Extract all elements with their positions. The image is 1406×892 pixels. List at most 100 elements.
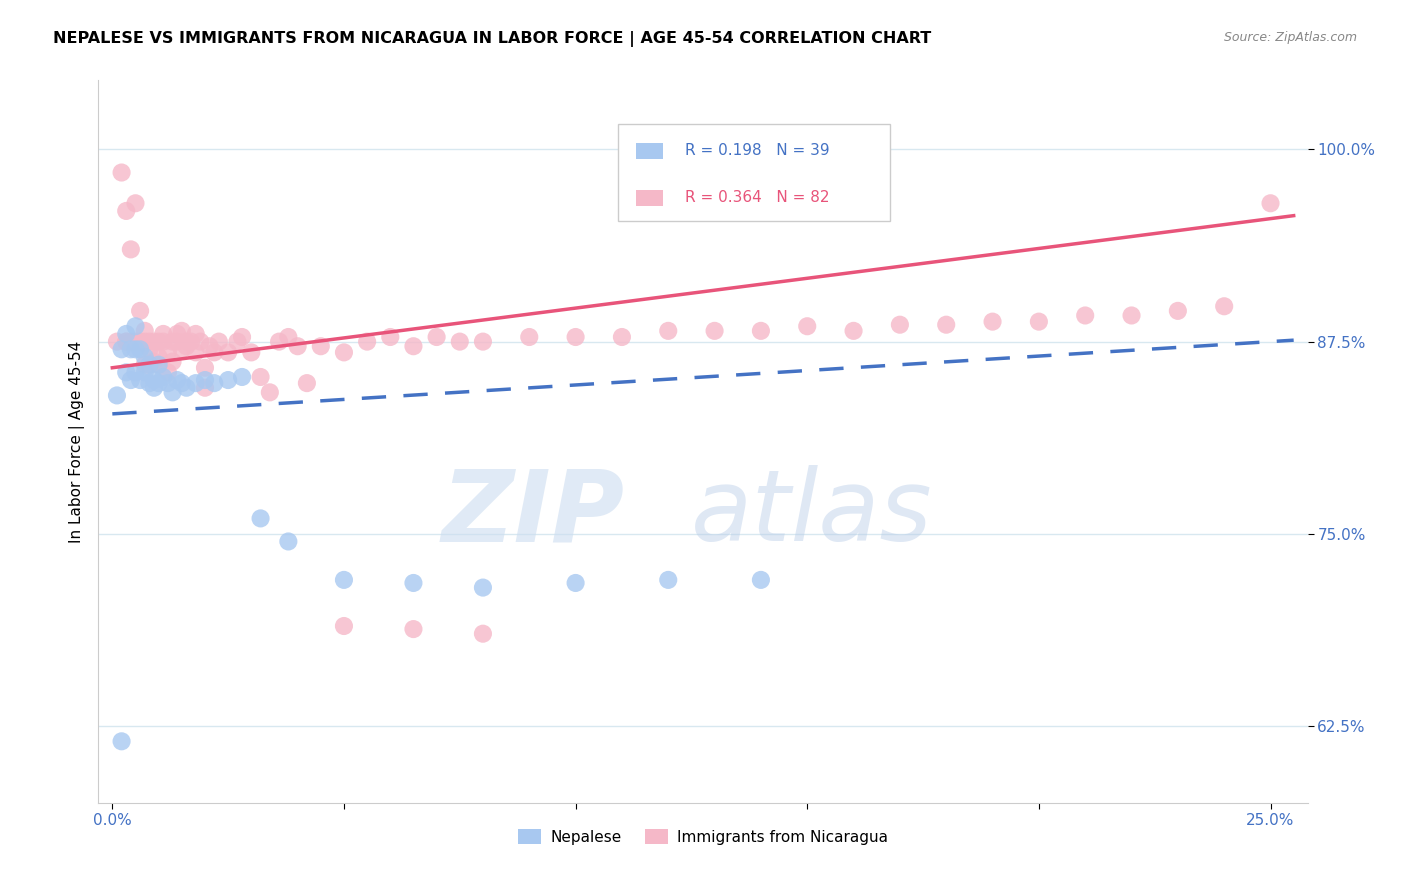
Point [208, 334, 231, 349]
Point [115, 334, 138, 349]
Point [110, 343, 132, 357]
Point [124, 365, 146, 379]
Point [152, 370, 174, 384]
Point [138, 376, 160, 391]
Point [240, 345, 263, 359]
Point [935, 318, 957, 332]
Point [115, 326, 138, 341]
Point [657, 324, 679, 338]
Point [148, 376, 170, 391]
Point [120, 373, 142, 387]
Point [170, 343, 193, 357]
Point [124, 343, 146, 357]
Point [309, 339, 332, 353]
Point [231, 330, 253, 344]
Point [134, 350, 156, 364]
Point [356, 334, 378, 349]
Point [842, 324, 865, 338]
Point [143, 373, 166, 387]
Point [703, 324, 725, 338]
Point [333, 345, 356, 359]
Point [143, 354, 166, 368]
Point [184, 345, 207, 359]
Point [176, 334, 198, 349]
FancyBboxPatch shape [637, 190, 664, 206]
Text: Source: ZipAtlas.com: Source: ZipAtlas.com [1223, 31, 1357, 45]
Point [1121, 309, 1143, 323]
Point [166, 334, 188, 349]
Point [217, 373, 239, 387]
Point [124, 334, 146, 349]
Point [129, 373, 152, 387]
Text: R = 0.198   N = 39: R = 0.198 N = 39 [685, 144, 830, 159]
Point [134, 358, 156, 372]
Text: atlas: atlas [690, 466, 932, 562]
Point [162, 385, 184, 400]
Point [162, 354, 184, 368]
Point [517, 330, 540, 344]
Point [749, 573, 772, 587]
Point [129, 334, 152, 349]
Point [1260, 196, 1282, 211]
Point [148, 350, 170, 364]
Point [134, 365, 156, 379]
Point [1213, 299, 1236, 313]
Y-axis label: In Labor Force | Age 45-54: In Labor Force | Age 45-54 [69, 341, 84, 542]
Text: R = 0.364   N = 82: R = 0.364 N = 82 [685, 190, 830, 205]
Point [162, 334, 184, 349]
Point [120, 243, 142, 257]
Point [249, 511, 271, 525]
Point [657, 573, 679, 587]
Point [277, 330, 299, 344]
Point [889, 318, 911, 332]
Point [259, 385, 281, 400]
Point [194, 381, 217, 395]
Point [333, 619, 356, 633]
Point [148, 334, 170, 349]
Point [115, 203, 138, 218]
Text: NEPALESE VS IMMIGRANTS FROM NICARAGUA IN LABOR FORCE | AGE 45-54 CORRELATION CHA: NEPALESE VS IMMIGRANTS FROM NICARAGUA IN… [53, 31, 932, 47]
Point [471, 581, 494, 595]
Point [124, 196, 146, 211]
Point [1167, 304, 1189, 318]
Point [295, 376, 318, 391]
Point [564, 330, 586, 344]
Point [166, 326, 188, 341]
Point [129, 304, 152, 318]
Point [402, 339, 425, 353]
Point [610, 330, 633, 344]
Point [124, 319, 146, 334]
Point [1074, 309, 1097, 323]
Point [180, 334, 202, 349]
Point [749, 324, 772, 338]
Point [134, 334, 156, 349]
Point [402, 576, 425, 591]
Point [202, 376, 225, 391]
Point [564, 576, 586, 591]
Point [176, 339, 198, 353]
Point [138, 358, 160, 372]
Point [138, 343, 160, 357]
Point [333, 573, 356, 587]
Point [194, 360, 217, 375]
Point [471, 334, 494, 349]
Point [471, 626, 494, 640]
Point [796, 319, 818, 334]
Point [129, 334, 152, 349]
Point [202, 345, 225, 359]
Point [166, 373, 188, 387]
Point [143, 334, 166, 349]
Point [110, 734, 132, 748]
Point [129, 343, 152, 357]
Point [1028, 315, 1050, 329]
Point [148, 358, 170, 372]
Point [402, 622, 425, 636]
Point [194, 373, 217, 387]
Point [226, 334, 249, 349]
Point [198, 339, 221, 353]
Point [143, 381, 166, 395]
Point [120, 334, 142, 349]
Point [138, 358, 160, 372]
Point [138, 334, 160, 349]
Point [134, 324, 156, 338]
